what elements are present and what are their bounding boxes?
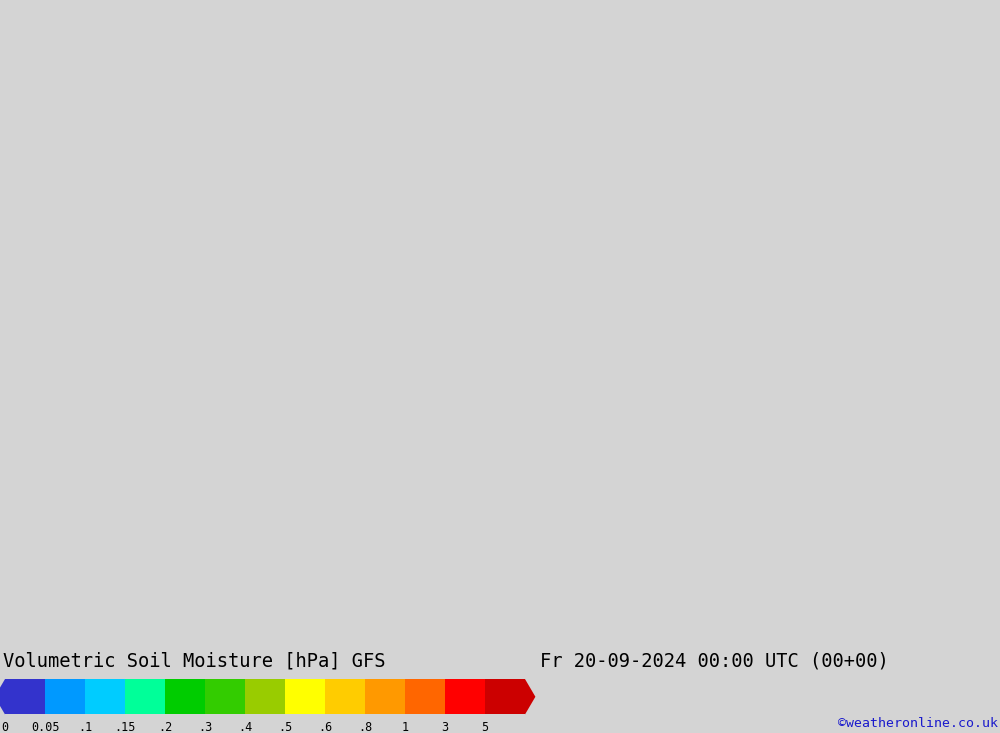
Text: .6: .6	[318, 721, 332, 733]
Text: 0: 0	[1, 721, 9, 733]
Text: .8: .8	[358, 721, 372, 733]
Text: .5: .5	[278, 721, 292, 733]
Bar	[405, 679, 445, 715]
Text: 0.05: 0.05	[31, 721, 59, 733]
Text: .3: .3	[198, 721, 212, 733]
Bar	[45, 679, 85, 715]
Polygon shape	[525, 679, 535, 715]
Bar	[125, 679, 165, 715]
Bar	[165, 679, 205, 715]
Text: .4: .4	[238, 721, 252, 733]
Text: 5: 5	[481, 721, 489, 733]
Bar	[245, 679, 285, 715]
Bar	[5, 679, 45, 715]
Text: 3: 3	[441, 721, 449, 733]
Text: ©weatheronline.co.uk: ©weatheronline.co.uk	[838, 717, 998, 729]
Bar	[205, 679, 245, 715]
Text: Volumetric Soil Moisture [hPa] GFS: Volumetric Soil Moisture [hPa] GFS	[3, 651, 386, 670]
Bar	[365, 679, 405, 715]
Bar	[325, 679, 365, 715]
Bar	[485, 679, 525, 715]
Bar	[85, 679, 125, 715]
Text: .2: .2	[158, 721, 172, 733]
Text: .1: .1	[78, 721, 92, 733]
Polygon shape	[0, 679, 5, 715]
Bar	[285, 679, 325, 715]
Text: .15: .15	[114, 721, 136, 733]
Bar	[445, 679, 485, 715]
Text: 1: 1	[401, 721, 409, 733]
Text: Fr 20-09-2024 00:00 UTC (00+00): Fr 20-09-2024 00:00 UTC (00+00)	[540, 651, 889, 670]
